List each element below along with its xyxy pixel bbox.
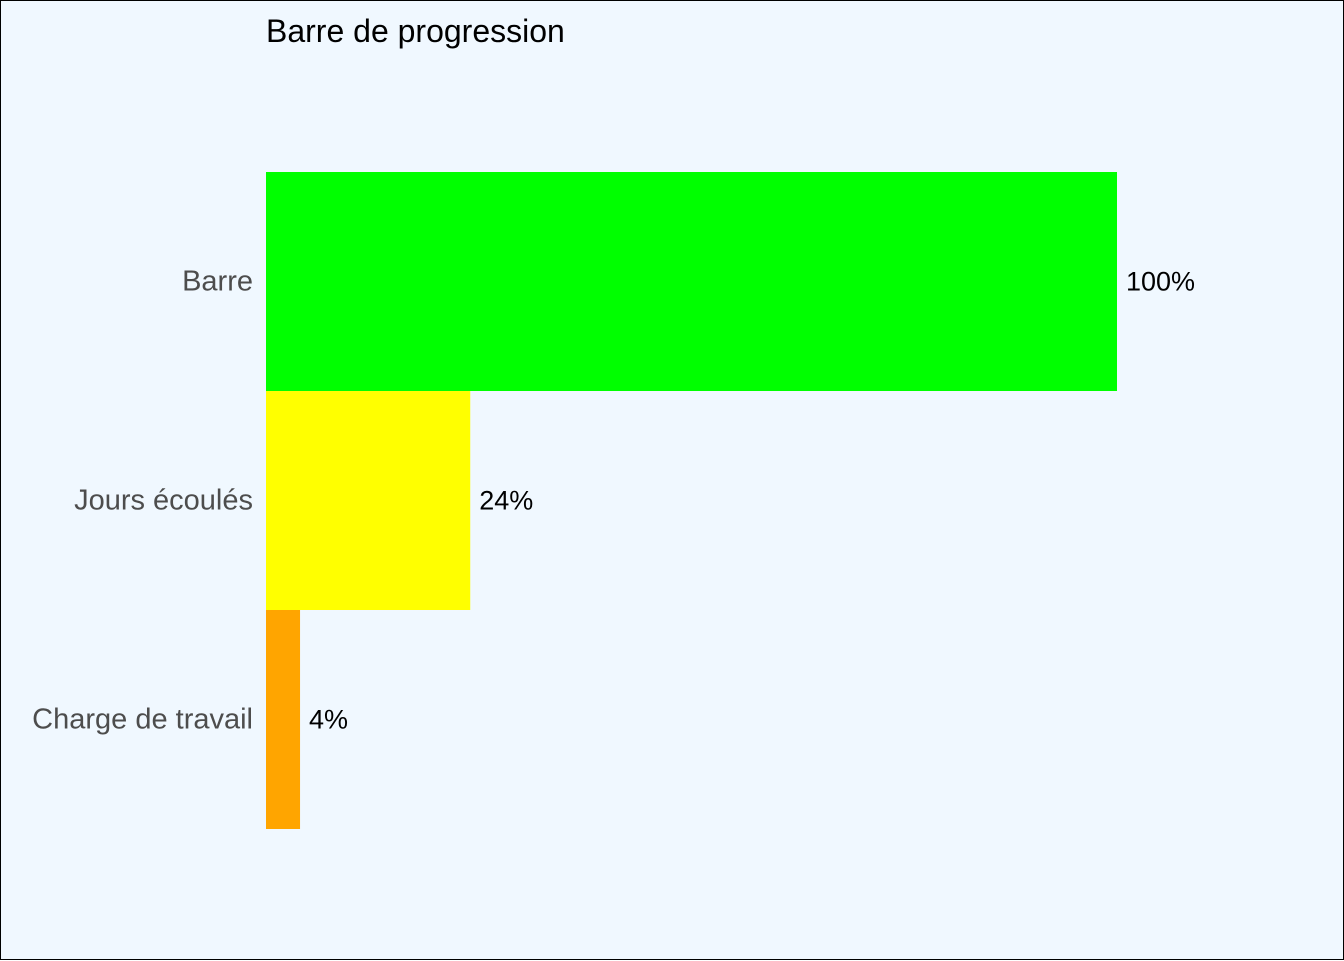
labels-layer: Barre 100% Jours écoulés 24% Charge de trava… [32,266,1195,736]
value-label: 24% [479,486,533,516]
bar-1 [266,172,1117,391]
bar-3 [266,610,301,829]
category-label: Barre [182,266,253,298]
value-label: 100% [1126,267,1195,297]
bar-2 [266,391,471,610]
chart-title: Barre de progression [266,13,565,49]
bars-layer [266,172,1117,829]
category-label: Charge de travail [32,704,253,736]
category-label: Jours écoulés [74,485,253,517]
value-label: 4% [309,705,348,735]
